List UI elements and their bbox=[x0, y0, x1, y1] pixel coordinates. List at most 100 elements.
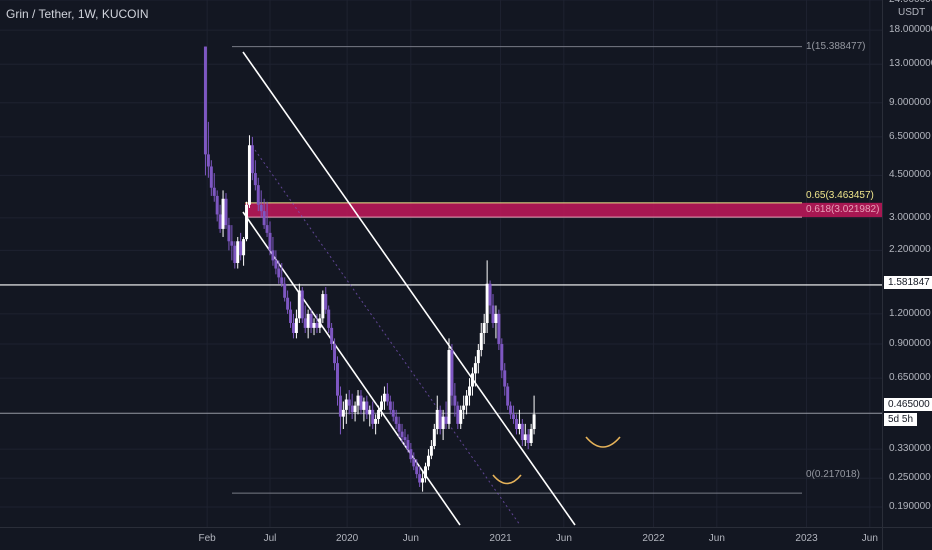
candle-body bbox=[465, 395, 469, 406]
candle bbox=[359, 390, 363, 415]
candle-body bbox=[341, 409, 345, 417]
candle-body bbox=[418, 474, 422, 483]
candle bbox=[400, 423, 404, 443]
candle-body bbox=[479, 332, 483, 351]
candle bbox=[206, 121, 210, 178]
candle-body bbox=[268, 232, 272, 251]
candle bbox=[291, 313, 295, 339]
candle bbox=[324, 287, 328, 314]
candle-body bbox=[385, 393, 389, 402]
candle-body bbox=[391, 409, 395, 417]
candle-body bbox=[274, 260, 278, 269]
time-tick-label: Jul bbox=[263, 533, 277, 544]
candle-body bbox=[532, 414, 536, 429]
candle bbox=[209, 160, 213, 196]
candle-body bbox=[459, 409, 463, 424]
candle-body bbox=[380, 401, 384, 410]
candle bbox=[385, 383, 389, 406]
candle-body bbox=[236, 241, 240, 264]
candle-body bbox=[224, 198, 228, 226]
candle-body bbox=[233, 245, 237, 264]
price-tick-label: 0.250000 bbox=[889, 472, 931, 484]
price-tick-label: 4.500000 bbox=[889, 169, 931, 181]
candle-body bbox=[294, 318, 298, 333]
candle bbox=[447, 338, 451, 429]
bottom-arc-2 bbox=[585, 436, 621, 448]
candle bbox=[297, 283, 301, 324]
channel-midline bbox=[254, 149, 521, 526]
candle-body bbox=[230, 241, 234, 246]
candle-body bbox=[239, 241, 243, 256]
channel-upper-line bbox=[242, 51, 576, 526]
candle-body bbox=[221, 198, 225, 229]
candle bbox=[236, 236, 240, 269]
candle bbox=[462, 395, 466, 420]
candle-body bbox=[350, 405, 354, 413]
candle-body bbox=[476, 350, 480, 364]
candle bbox=[509, 401, 513, 420]
time-tick-label: 2021 bbox=[489, 533, 512, 544]
candle-body bbox=[362, 401, 366, 410]
candle bbox=[350, 393, 354, 420]
candle bbox=[338, 386, 342, 435]
candle bbox=[529, 423, 533, 447]
candle-body bbox=[280, 277, 284, 284]
price-tick-label: 6.500000 bbox=[889, 130, 931, 142]
candle-body bbox=[506, 386, 510, 406]
candle bbox=[497, 309, 501, 351]
candle bbox=[491, 294, 495, 328]
time-tick-label: Jun bbox=[708, 533, 725, 544]
candle-body bbox=[514, 419, 518, 429]
trend-channel bbox=[242, 51, 576, 526]
candle-body bbox=[262, 211, 266, 226]
candle bbox=[488, 280, 492, 314]
candle-body bbox=[321, 294, 325, 319]
candle-body bbox=[309, 313, 313, 328]
candle-body bbox=[359, 395, 363, 410]
fib-zone bbox=[245, 202, 882, 218]
candle-body bbox=[403, 437, 407, 441]
price-tick-label: 3.000000 bbox=[889, 211, 931, 223]
candle-body bbox=[397, 423, 401, 432]
time-tick-label: Jun bbox=[861, 533, 878, 544]
candle-body bbox=[344, 399, 348, 410]
candle-body bbox=[438, 409, 442, 429]
candle bbox=[406, 434, 410, 453]
candle bbox=[391, 401, 395, 422]
candle bbox=[335, 356, 339, 406]
bottom-arc-1 bbox=[492, 474, 522, 485]
candle-body bbox=[400, 431, 404, 438]
countdown-label: 5d 5h bbox=[884, 413, 918, 426]
candle-body bbox=[482, 323, 486, 333]
candle bbox=[476, 344, 480, 374]
candle-body bbox=[497, 313, 501, 345]
candle bbox=[218, 204, 222, 233]
price-tick-label: 0.330000 bbox=[889, 443, 931, 455]
candle-body bbox=[415, 466, 419, 475]
fib-level-1-label: 1(15.388477) bbox=[806, 41, 866, 52]
candle-body bbox=[347, 399, 351, 406]
candle-body bbox=[473, 363, 477, 374]
candle bbox=[341, 401, 345, 429]
candle-body bbox=[450, 350, 454, 396]
candle-body bbox=[485, 283, 489, 324]
candle-body bbox=[447, 350, 451, 424]
candle bbox=[259, 190, 263, 218]
candle-body bbox=[315, 323, 319, 328]
candle bbox=[435, 395, 439, 435]
symbol-title: Grin / Tether, 1W, KUCOIN bbox=[6, 7, 149, 21]
candle bbox=[362, 397, 366, 422]
candle-body bbox=[335, 363, 339, 396]
candle-body bbox=[488, 283, 492, 306]
candle-body bbox=[494, 313, 498, 324]
candle-body bbox=[368, 409, 372, 415]
current-price-label: 0.465000 bbox=[884, 398, 932, 411]
price-tick-label: 0.190000 bbox=[889, 500, 931, 512]
candle-body bbox=[526, 434, 530, 443]
horizontal-level-label: 1.581847 bbox=[884, 276, 932, 289]
candle-body bbox=[470, 373, 474, 387]
candle bbox=[377, 405, 381, 424]
candle bbox=[388, 395, 392, 415]
candle bbox=[289, 301, 293, 328]
